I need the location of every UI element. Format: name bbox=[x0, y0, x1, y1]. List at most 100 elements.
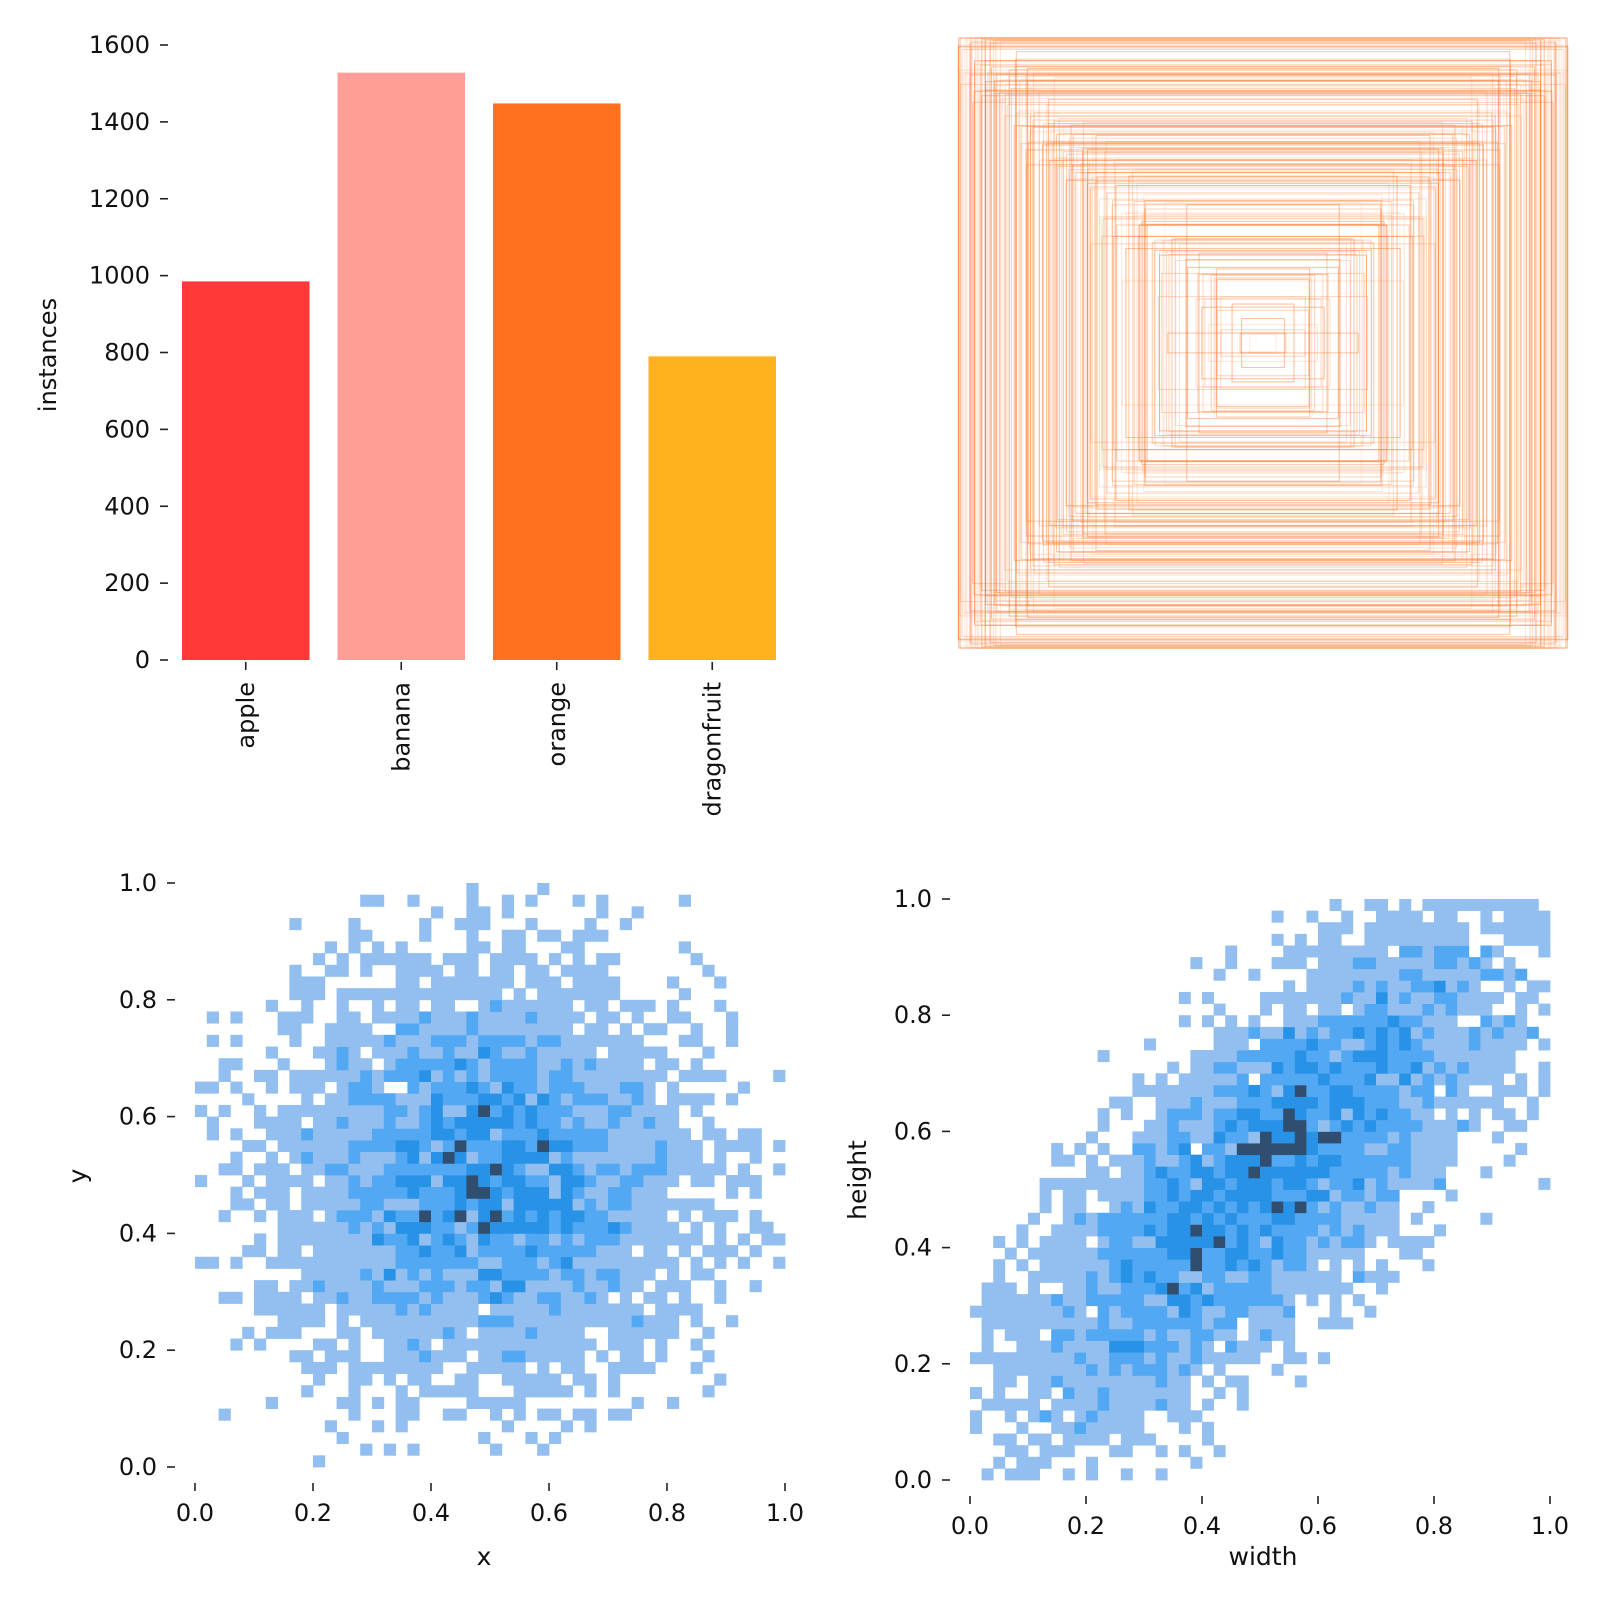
histogram-cell bbox=[572, 1315, 585, 1328]
histogram-cell bbox=[1341, 1235, 1354, 1248]
histogram-cell bbox=[1410, 910, 1423, 923]
histogram-cell bbox=[1248, 1352, 1261, 1365]
bounding-box bbox=[1091, 176, 1435, 510]
histogram-cell bbox=[584, 1034, 597, 1047]
histogram-cell bbox=[289, 1315, 302, 1328]
histogram-cell bbox=[1341, 1061, 1354, 1074]
histogram-cell bbox=[525, 1128, 538, 1141]
histogram-cell bbox=[1109, 1177, 1122, 1190]
bounding-box bbox=[1025, 75, 1501, 611]
histogram-cell bbox=[1364, 1003, 1377, 1016]
histogram-cell bbox=[501, 1163, 514, 1176]
histogram-cell bbox=[348, 1350, 361, 1363]
histogram-cell bbox=[1492, 899, 1504, 912]
histogram-cell bbox=[1086, 1259, 1098, 1272]
histogram-cell bbox=[1062, 1270, 1075, 1283]
xy-histogram-cells bbox=[195, 883, 786, 1468]
histogram-cell bbox=[242, 1139, 255, 1153]
histogram-cell bbox=[1213, 1328, 1226, 1341]
histogram-cell bbox=[619, 1408, 632, 1421]
histogram-cell bbox=[1213, 1235, 1226, 1248]
histogram-cell bbox=[560, 1198, 573, 1211]
histogram-cell bbox=[336, 1034, 349, 1047]
histogram-cell bbox=[981, 1340, 994, 1353]
histogram-cell bbox=[631, 1233, 644, 1246]
histogram-cell bbox=[336, 1315, 349, 1328]
histogram-cell bbox=[513, 1326, 526, 1339]
histogram-cell bbox=[407, 1315, 420, 1328]
histogram-cell bbox=[466, 1338, 479, 1351]
histogram-cell bbox=[525, 1058, 538, 1071]
histogram-cell bbox=[1318, 1212, 1330, 1225]
histogram-cell bbox=[608, 1104, 621, 1117]
bounding-box bbox=[1083, 147, 1443, 539]
histogram-cell bbox=[1434, 1026, 1446, 1039]
histogram-cell bbox=[537, 1443, 550, 1456]
histogram-cell bbox=[1039, 1235, 1052, 1248]
histogram-cell bbox=[1445, 1119, 1458, 1132]
bounding-box bbox=[1103, 218, 1423, 468]
histogram-cell bbox=[1399, 945, 1412, 958]
histogram-cell bbox=[1526, 991, 1539, 1004]
histogram-cell bbox=[1422, 1119, 1435, 1132]
histogram-cell bbox=[1144, 1247, 1156, 1260]
histogram-cell bbox=[1457, 922, 1470, 935]
histogram-cell bbox=[1445, 899, 1458, 912]
bounding-box bbox=[973, 60, 1553, 626]
bar-y-tick-label: 1600 bbox=[89, 31, 150, 59]
y-tick-label: 0.0 bbox=[119, 1453, 157, 1481]
histogram-cell bbox=[395, 1186, 408, 1199]
histogram-cell bbox=[1318, 1166, 1330, 1179]
histogram-cell bbox=[584, 1116, 597, 1129]
histogram-cell bbox=[608, 1046, 621, 1059]
histogram-cell bbox=[1004, 1328, 1017, 1341]
histogram-cell bbox=[395, 1221, 408, 1234]
bounding-box bbox=[1153, 249, 1373, 437]
histogram-cell bbox=[1074, 1363, 1087, 1376]
histogram-cell bbox=[1410, 980, 1423, 993]
histogram-cell bbox=[525, 1023, 538, 1036]
histogram-cell bbox=[537, 1350, 550, 1363]
histogram-cell bbox=[348, 1268, 361, 1281]
histogram-cell bbox=[549, 1326, 562, 1339]
histogram-cell bbox=[1364, 899, 1377, 912]
histogram-cell bbox=[277, 1128, 290, 1141]
histogram-cell bbox=[254, 1104, 267, 1117]
histogram-cell bbox=[407, 964, 420, 977]
histogram-cell bbox=[1120, 1270, 1133, 1283]
histogram-cell bbox=[655, 1151, 668, 1164]
histogram-cell bbox=[1202, 1177, 1214, 1190]
histogram-cell bbox=[501, 1256, 514, 1269]
histogram-cell bbox=[1503, 1119, 1516, 1132]
histogram-cell bbox=[1410, 1235, 1423, 1248]
histogram-cell bbox=[549, 1315, 562, 1328]
histogram-cell bbox=[1457, 957, 1470, 970]
histogram-cell bbox=[1329, 899, 1342, 912]
histogram-cell bbox=[714, 999, 727, 1012]
histogram-cell bbox=[1028, 1375, 1040, 1388]
bounding-box bbox=[1032, 126, 1494, 560]
histogram-cell bbox=[407, 953, 420, 966]
histogram-cell bbox=[560, 1093, 573, 1106]
histogram-cell bbox=[1225, 1235, 1238, 1248]
histogram-cell bbox=[1225, 1340, 1238, 1353]
histogram-cell bbox=[1329, 1073, 1342, 1086]
histogram-cell bbox=[1016, 1398, 1029, 1411]
bounding-box bbox=[1198, 252, 1328, 434]
histogram-cell bbox=[549, 1186, 562, 1199]
histogram-cell bbox=[1341, 1073, 1354, 1086]
histogram-cell bbox=[608, 1163, 621, 1176]
histogram-cell bbox=[1132, 1143, 1145, 1156]
histogram-cell bbox=[631, 1163, 644, 1176]
histogram-cell bbox=[1422, 968, 1435, 981]
histogram-cell bbox=[702, 964, 715, 977]
histogram-cell bbox=[1341, 1143, 1354, 1156]
histogram-cell bbox=[442, 1046, 455, 1059]
histogram-cell bbox=[324, 1034, 337, 1047]
histogram-cell bbox=[1445, 1096, 1458, 1109]
histogram-cell bbox=[1294, 1375, 1307, 1388]
histogram-cell bbox=[1410, 1247, 1423, 1260]
histogram-cell bbox=[442, 1385, 455, 1398]
histogram-cell bbox=[608, 1268, 621, 1281]
histogram-cell bbox=[478, 1315, 491, 1328]
